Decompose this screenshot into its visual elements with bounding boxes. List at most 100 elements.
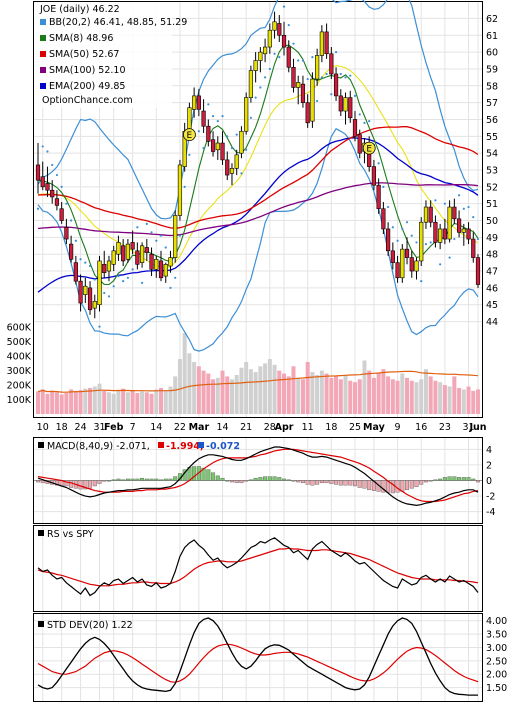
sar-dot xyxy=(453,237,456,241)
candle-body xyxy=(376,184,381,210)
candle-body xyxy=(324,31,329,55)
candle-body xyxy=(234,154,239,169)
sar-dot xyxy=(245,148,248,151)
sar-dot xyxy=(164,246,167,249)
price-tick-label: 61 xyxy=(486,31,498,42)
macd-tick-label: -2 xyxy=(486,492,495,503)
std-tick-label: 1.50 xyxy=(486,683,507,694)
volume-bar xyxy=(343,374,348,414)
date-tick-label: Jun xyxy=(468,422,486,433)
candle-body xyxy=(400,248,405,279)
volume-bar xyxy=(116,390,121,414)
sar-dot xyxy=(207,103,210,106)
sar-dot xyxy=(46,150,49,153)
volume-bar xyxy=(206,373,211,414)
legend: JOE (daily) 46.22 BB(20,2) 46.41, 48.85,… xyxy=(34,2,187,108)
sar-dot xyxy=(84,261,87,264)
candle-body xyxy=(267,29,272,48)
macd-histogram-bar xyxy=(476,480,481,483)
legend-swatch-ema200 xyxy=(40,83,46,89)
legend-label-ema200: EMA(200) 49.85 xyxy=(49,81,125,92)
macd-histogram-bar xyxy=(135,478,140,481)
sar-dot xyxy=(292,42,295,45)
volume-bar xyxy=(267,359,272,414)
volume-bar xyxy=(229,379,234,414)
candle-body xyxy=(333,73,339,97)
volume-bar xyxy=(395,380,400,414)
candle-body xyxy=(300,83,306,103)
macd-histogram-bar xyxy=(395,480,400,493)
std-line xyxy=(37,617,478,696)
macd-tick-label: 2 xyxy=(486,460,492,471)
volume-tick-label: 100K xyxy=(7,395,32,406)
bollinger-upper-band xyxy=(37,0,479,220)
macd-histogram-bar xyxy=(390,480,395,494)
volume-bar xyxy=(423,369,428,414)
volume-bar xyxy=(442,385,447,414)
std-tick-label: 3.00 xyxy=(486,643,507,654)
volume-bar xyxy=(192,361,197,414)
sar-dot xyxy=(363,121,366,124)
candle-body xyxy=(248,70,254,98)
macd-histogram-bar xyxy=(405,480,410,491)
sar-dot xyxy=(230,147,234,150)
legend-label-sma100: SMA(100) 52.10 xyxy=(49,65,126,76)
volume-bar xyxy=(40,389,45,414)
candle-body xyxy=(381,208,386,230)
candle-body xyxy=(428,206,433,223)
macd-histogram-bar xyxy=(192,466,197,481)
volume-bar xyxy=(329,377,334,414)
volume-bar xyxy=(102,390,107,414)
volume-bar xyxy=(428,376,433,414)
macd-histogram-bar xyxy=(40,480,45,484)
date-tick-label: 10 xyxy=(37,422,49,433)
macd-histogram-bar xyxy=(173,476,178,481)
sar-dot xyxy=(457,194,461,197)
volume-bar xyxy=(409,380,414,414)
macd-histogram-bar xyxy=(310,480,315,486)
macd-histogram-bar xyxy=(296,480,301,483)
sar-dot xyxy=(216,120,219,123)
macd-histogram-bar xyxy=(466,477,471,481)
candle-body xyxy=(220,142,225,161)
macd-histogram-bar xyxy=(130,478,135,481)
volume-bar xyxy=(348,380,353,414)
price-tick-label: 45 xyxy=(486,300,498,311)
sar-dot xyxy=(60,185,63,188)
volume-bar xyxy=(45,393,50,414)
price-tick-label: 56 xyxy=(486,115,498,126)
volume-bar xyxy=(419,379,424,414)
macd-histogram-bar xyxy=(225,480,230,482)
sar-dot xyxy=(126,276,129,279)
candle-body xyxy=(414,260,419,272)
sar-dot xyxy=(36,207,40,210)
macd-histogram-bar xyxy=(300,480,305,484)
macd-histogram-bar xyxy=(83,480,88,490)
candle-body xyxy=(83,285,88,295)
bollinger-middle-line xyxy=(37,65,479,269)
candle-body xyxy=(329,53,334,75)
candle-body xyxy=(386,228,391,252)
std-tick-label: 3.50 xyxy=(486,630,507,641)
candle-body xyxy=(305,102,310,124)
candle-body xyxy=(35,164,41,181)
volume-bar xyxy=(476,389,480,414)
date-tick-label: Apr xyxy=(275,422,294,433)
date-tick-label: 23 xyxy=(439,422,451,433)
price-tick-label: 51 xyxy=(486,199,498,210)
macd-histogram-bar xyxy=(54,480,59,486)
std-tick-label: 4.00 xyxy=(486,616,507,627)
volume-bar xyxy=(149,393,154,414)
macd-histogram-bar xyxy=(286,479,291,481)
sar-dot xyxy=(98,325,101,328)
macd-histogram-bar xyxy=(433,479,438,481)
sma100-line xyxy=(37,182,479,237)
sar-dot xyxy=(145,222,148,225)
chart-title: JOE (daily) 46.22 xyxy=(39,4,120,15)
macd-histogram-bar xyxy=(97,480,102,484)
bollinger-lower-band xyxy=(37,128,479,352)
volume-tick-label: 400K xyxy=(7,352,32,363)
date-tick-label: 14 xyxy=(150,422,162,433)
candle-body xyxy=(286,46,291,68)
price-tick-label: 47 xyxy=(486,267,498,278)
